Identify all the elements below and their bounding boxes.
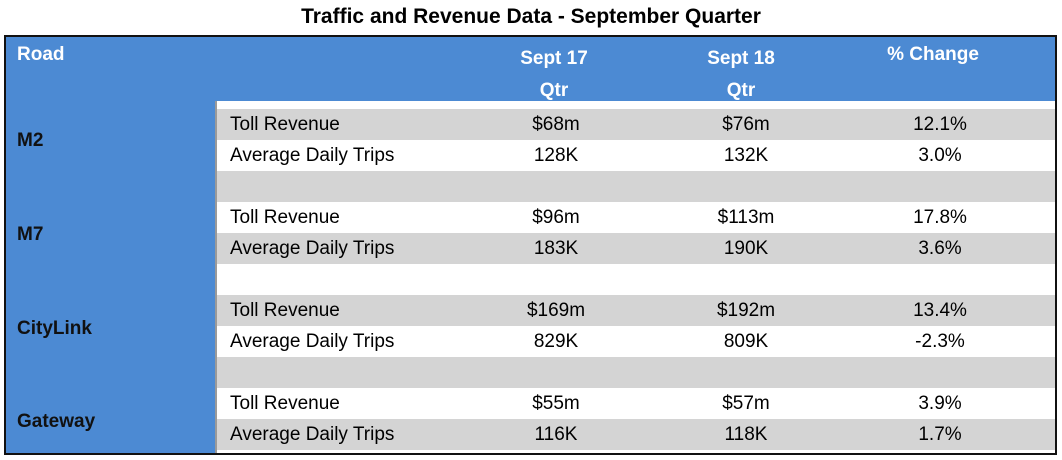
row-spacer: [217, 264, 1055, 295]
metric-label: Average Daily Trips: [230, 238, 395, 259]
change-value: 17.8%: [913, 207, 967, 228]
sept18-value: 190K: [723, 238, 769, 259]
change-value: -2.3%: [915, 331, 965, 352]
metric-label: Toll Revenue: [230, 114, 340, 135]
data-table: Road Sept 17 Qtr Sept 18 Qtr % Change M2…: [4, 35, 1057, 455]
change-value: 1.7%: [918, 424, 962, 445]
metric-label: Average Daily Trips: [230, 145, 395, 166]
sept17-value: 116K: [534, 424, 578, 445]
change-value: 3.9%: [918, 393, 962, 414]
row-spacer: [217, 357, 1055, 388]
sept17-value: $55m: [532, 393, 580, 414]
sept18-value: $192m: [716, 300, 776, 321]
header-sept17: Sept 17 Qtr: [489, 43, 619, 107]
header-sept18-line2: Qtr: [726, 80, 756, 101]
change-value: 13.4%: [913, 300, 967, 321]
sept17-value: $96m: [532, 207, 580, 228]
sept17-value: $169m: [526, 300, 586, 321]
sept17-value: 829K: [533, 331, 579, 352]
sept17-value: $68m: [532, 114, 580, 135]
metric-label: Toll Revenue: [230, 207, 340, 228]
sept18-value: 132K: [723, 145, 769, 166]
road-name-citylink: CityLink: [17, 318, 92, 339]
sept17-value: 128K: [533, 145, 579, 166]
sept18-value: $113m: [717, 207, 775, 228]
table-row: Average Daily Trips 183K 190K 3.6%: [217, 233, 1055, 264]
row-spacer: [217, 171, 1055, 202]
header-percent-change: % Change: [887, 44, 979, 65]
table-row: Toll Revenue $68m $76m 12.1%: [217, 109, 1055, 140]
header-sept18-line1: Sept 18: [707, 48, 775, 69]
table-row: Average Daily Trips 116K 118K 1.7%: [217, 419, 1055, 450]
table-row: Toll Revenue $169m $192m 13.4%: [217, 295, 1055, 326]
header-sept17-line1: Sept 17: [520, 48, 588, 69]
table-title: Traffic and Revenue Data - September Qua…: [301, 5, 761, 28]
header-road: Road: [17, 44, 65, 65]
road-column: [6, 101, 217, 453]
metric-label: Toll Revenue: [230, 393, 340, 414]
sept18-value: 118K: [724, 424, 768, 445]
sept17-value: 183K: [533, 238, 579, 259]
sept18-value: $76m: [722, 114, 770, 135]
metric-label: Average Daily Trips: [230, 331, 395, 352]
header-sept17-line2: Qtr: [539, 80, 569, 101]
metric-label: Toll Revenue: [230, 300, 340, 321]
change-value: 3.0%: [918, 145, 962, 166]
change-value: 12.1%: [913, 114, 967, 135]
sept18-value: $57m: [722, 393, 770, 414]
metric-label: Average Daily Trips: [230, 424, 395, 445]
table-row: Toll Revenue $55m $57m 3.9%: [217, 388, 1055, 419]
road-name-m7: M7: [17, 224, 44, 245]
table-row: Average Daily Trips 128K 132K 3.0%: [217, 140, 1055, 171]
change-value: 3.6%: [918, 238, 962, 259]
header-sept18: Sept 18 Qtr: [676, 43, 806, 107]
sept18-value: 809K: [723, 331, 769, 352]
table-row: Average Daily Trips 829K 809K -2.3%: [217, 326, 1055, 357]
road-name-m2: M2: [17, 130, 44, 151]
table-header: Road Sept 17 Qtr Sept 18 Qtr % Change: [6, 37, 1055, 101]
table-row: Toll Revenue $96m $113m 17.8%: [217, 202, 1055, 233]
road-name-gateway: Gateway: [17, 411, 96, 432]
